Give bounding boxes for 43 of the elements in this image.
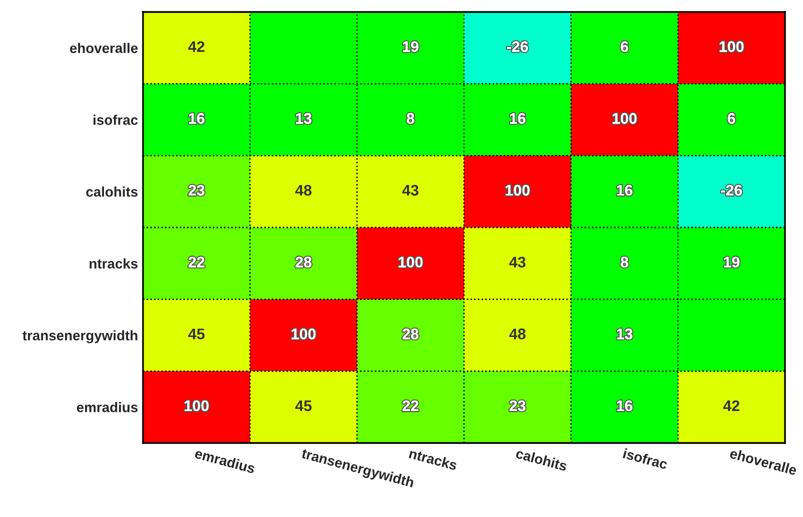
x-tick-label: isofrac [622,448,668,470]
data-label: 100 [292,328,316,340]
data-label: 100 [612,113,637,124]
data-label: 23 [188,184,204,196]
data-label: 19 [724,256,740,268]
data-label: 45 [295,400,312,412]
y-tick-label: calohits [86,186,138,197]
data-label: 23 [510,400,526,412]
data-label: 48 [509,328,526,340]
data-label: 28 [296,256,312,268]
data-label: 6 [620,41,628,52]
data-label: 48 [295,184,312,196]
y-tick-label: isofrac [94,114,138,125]
data-label: 100 [398,256,423,268]
x-tick-label: emradius [194,448,256,474]
data-label: 16 [616,184,632,196]
x-tick-label: calohits [515,448,568,472]
data-label: 43 [509,256,526,268]
data-label: -26 [507,41,528,52]
data-label: 16 [616,400,632,412]
data-label: 100 [720,41,744,52]
data-label: 19 [402,41,418,52]
data-label: 100 [184,400,209,412]
data-label: 8 [406,113,414,124]
data-label: 16 [188,113,204,124]
data-label: 43 [402,184,418,196]
y-tick-label: emradius [76,402,138,412]
data-label: -26 [721,184,742,196]
data-label: 28 [402,328,419,340]
data-label: 6 [728,113,736,124]
data-label: 45 [188,328,205,340]
data-label: 22 [402,400,418,412]
data-label: 42 [188,41,204,52]
y-tick-label: ntracks [90,258,138,269]
data-label: 100 [506,184,530,196]
data-label: 16 [510,113,526,124]
data-label: 42 [723,400,740,412]
data-label: 13 [616,328,632,340]
data-label: 8 [620,256,628,268]
data-label: 13 [296,113,312,124]
data-label: 22 [188,256,204,268]
y-tick-label: transenergywidth [22,330,138,344]
y-tick-label: ehoveralle [70,42,138,54]
